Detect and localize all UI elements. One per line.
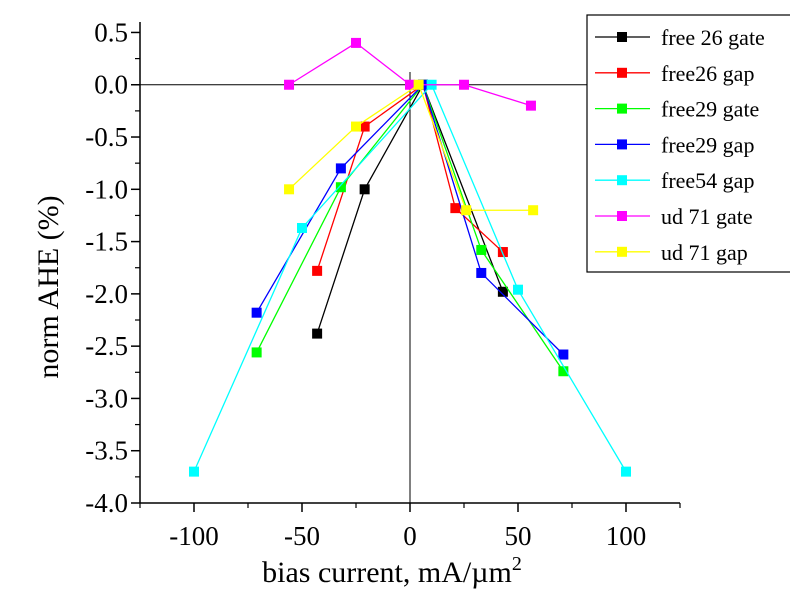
x-axis-title-text: bias current, mA/µm (262, 556, 512, 589)
y-tick-label: 0.0 (94, 70, 128, 100)
legend-label: free29 gap (661, 132, 754, 157)
x-axis-ticks: -100 -50 0 50 100 (139, 503, 681, 551)
y-tick-label: 0.5 (94, 17, 128, 47)
series-7 (284, 79, 539, 216)
data-point (476, 267, 487, 278)
legend-label: ud 71 gap (661, 240, 748, 265)
legend-item: ud 71 gate (595, 204, 753, 229)
y-tick-label: -3.5 (85, 436, 128, 466)
data-point (525, 100, 536, 111)
legend-item: ud 71 gap (595, 240, 748, 265)
data-point (359, 121, 370, 132)
x-tick-label: -50 (284, 521, 320, 551)
x-tick-label: 0 (403, 521, 417, 551)
series-layer (189, 37, 631, 477)
data-point (413, 79, 424, 90)
data-point (497, 247, 508, 258)
data-point (476, 244, 487, 255)
data-point (497, 286, 508, 297)
legend-item: free26 gap (595, 61, 754, 86)
data-point (297, 222, 307, 233)
series-6 (284, 37, 536, 111)
x-tick-label: 100 (606, 521, 647, 551)
legend-marker (617, 211, 627, 221)
data-point (558, 349, 569, 360)
data-point (351, 37, 361, 48)
legend-item: free54 gap (595, 168, 754, 193)
legend-item: free29 gap (595, 132, 754, 157)
legend-item: free 26 gate (595, 25, 765, 50)
x-axis-title-superscript: 2 (512, 553, 522, 575)
data-point (312, 328, 323, 339)
y-tick-label: -1.0 (85, 174, 128, 204)
data-point (335, 163, 346, 174)
x-tick-label: -100 (169, 521, 219, 551)
data-point (251, 347, 262, 358)
x-axis-title: bias current, mA/µm2 (262, 553, 522, 589)
legend-label: free26 gap (661, 61, 754, 86)
data-point (461, 205, 472, 216)
legend-label: free54 gap (661, 168, 754, 193)
data-point (335, 182, 346, 193)
y-tick-label: -4.0 (85, 488, 128, 518)
series-line (316, 83, 504, 334)
data-point (284, 79, 295, 90)
y-tick-label: -3.0 (85, 383, 128, 413)
series-line (288, 83, 534, 211)
data-point (351, 121, 361, 132)
legend-label: free 26 gate (661, 25, 765, 50)
x-tick-label: 50 (505, 521, 532, 551)
legend-marker (617, 103, 627, 114)
legend-marker (617, 246, 627, 257)
legend-marker (617, 32, 627, 42)
y-tick-label: -2.0 (85, 279, 128, 309)
legend-item: free29 gate (595, 97, 759, 122)
data-point (312, 265, 323, 276)
data-point (513, 284, 523, 295)
legend-label: free29 gate (661, 97, 759, 122)
data-point (359, 184, 370, 195)
y-tick-label: -0.5 (85, 122, 128, 152)
data-point (251, 307, 262, 318)
y-axis-ticks: 0.5 0.0 -0.5 -1.0 -1.5 -2.0 -2.5 -3.0 -3.5 -4.0 (85, 17, 140, 518)
data-point (558, 366, 569, 377)
data-point (459, 79, 469, 90)
data-point (189, 466, 199, 477)
legend: free 26 gate free26 gap free29 gate free29 … (586, 14, 790, 273)
legend-marker (617, 67, 627, 78)
legend-label: ud 71 gate (661, 204, 753, 229)
data-point (405, 79, 415, 90)
data-point (621, 466, 631, 477)
legend-marker (617, 139, 627, 150)
data-point (528, 205, 539, 216)
y-tick-label: -2.5 (85, 331, 128, 361)
y-axis-title: norm AHE (%) (32, 195, 65, 378)
data-point (284, 184, 295, 195)
y-tick-label: -1.5 (85, 227, 128, 257)
data-point (450, 203, 461, 214)
legend-marker (617, 175, 627, 186)
